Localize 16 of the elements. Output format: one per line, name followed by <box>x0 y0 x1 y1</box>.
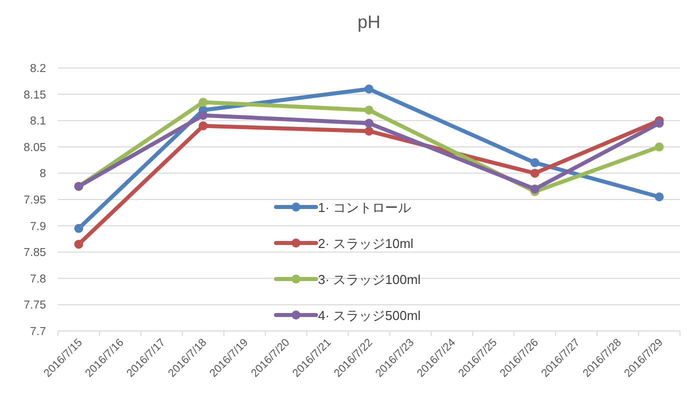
y-tick-label: 8.05 <box>24 142 46 154</box>
y-tick-label: 8 <box>40 168 46 180</box>
y-tick-label: 7.85 <box>24 247 46 260</box>
y-tick-label: 7.75 <box>24 300 46 312</box>
legend-label: 4· スラッジ500ml <box>318 308 421 323</box>
legend-label: 3· スラッジ100ml <box>318 272 421 287</box>
y-tick-label: 7.8 <box>30 273 46 286</box>
y-tick-label: 7.95 <box>24 194 46 206</box>
legend-label: 1· コントロール <box>318 200 412 215</box>
y-tick-label: 7.7 <box>30 326 46 338</box>
legend-label: 2· スラッジ10ml <box>318 236 414 251</box>
chart-title: pH <box>357 12 381 32</box>
y-tick-label: 8.1 <box>30 116 46 128</box>
y-tick-label: 7.9 <box>30 220 46 233</box>
y-tick-label: 8.15 <box>24 89 46 102</box>
y-tick-label: 8.2 <box>30 63 46 75</box>
